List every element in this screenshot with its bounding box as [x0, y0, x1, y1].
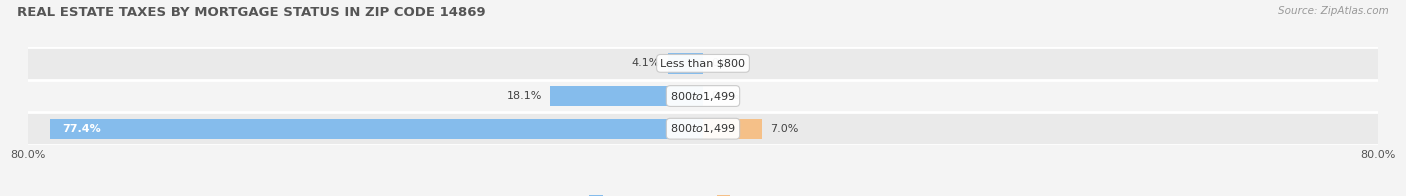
- Text: 18.1%: 18.1%: [506, 91, 541, 101]
- Text: $800 to $1,499: $800 to $1,499: [671, 90, 735, 103]
- Bar: [550, 86, 703, 106]
- Text: 4.1%: 4.1%: [631, 58, 659, 68]
- Bar: [28, 47, 1378, 80]
- Text: 0.0%: 0.0%: [711, 58, 740, 68]
- Bar: [28, 112, 1378, 145]
- Text: Source: ZipAtlas.com: Source: ZipAtlas.com: [1278, 6, 1389, 16]
- Text: 7.0%: 7.0%: [770, 124, 799, 134]
- Bar: [703, 119, 762, 139]
- Legend: Without Mortgage, With Mortgage: Without Mortgage, With Mortgage: [585, 191, 821, 196]
- Text: 0.0%: 0.0%: [711, 91, 740, 101]
- Bar: [668, 53, 703, 74]
- Text: Less than $800: Less than $800: [661, 58, 745, 68]
- Bar: [28, 80, 1378, 112]
- Text: REAL ESTATE TAXES BY MORTGAGE STATUS IN ZIP CODE 14869: REAL ESTATE TAXES BY MORTGAGE STATUS IN …: [17, 6, 485, 19]
- Text: $800 to $1,499: $800 to $1,499: [671, 122, 735, 135]
- Bar: [51, 119, 703, 139]
- Text: 77.4%: 77.4%: [63, 124, 101, 134]
